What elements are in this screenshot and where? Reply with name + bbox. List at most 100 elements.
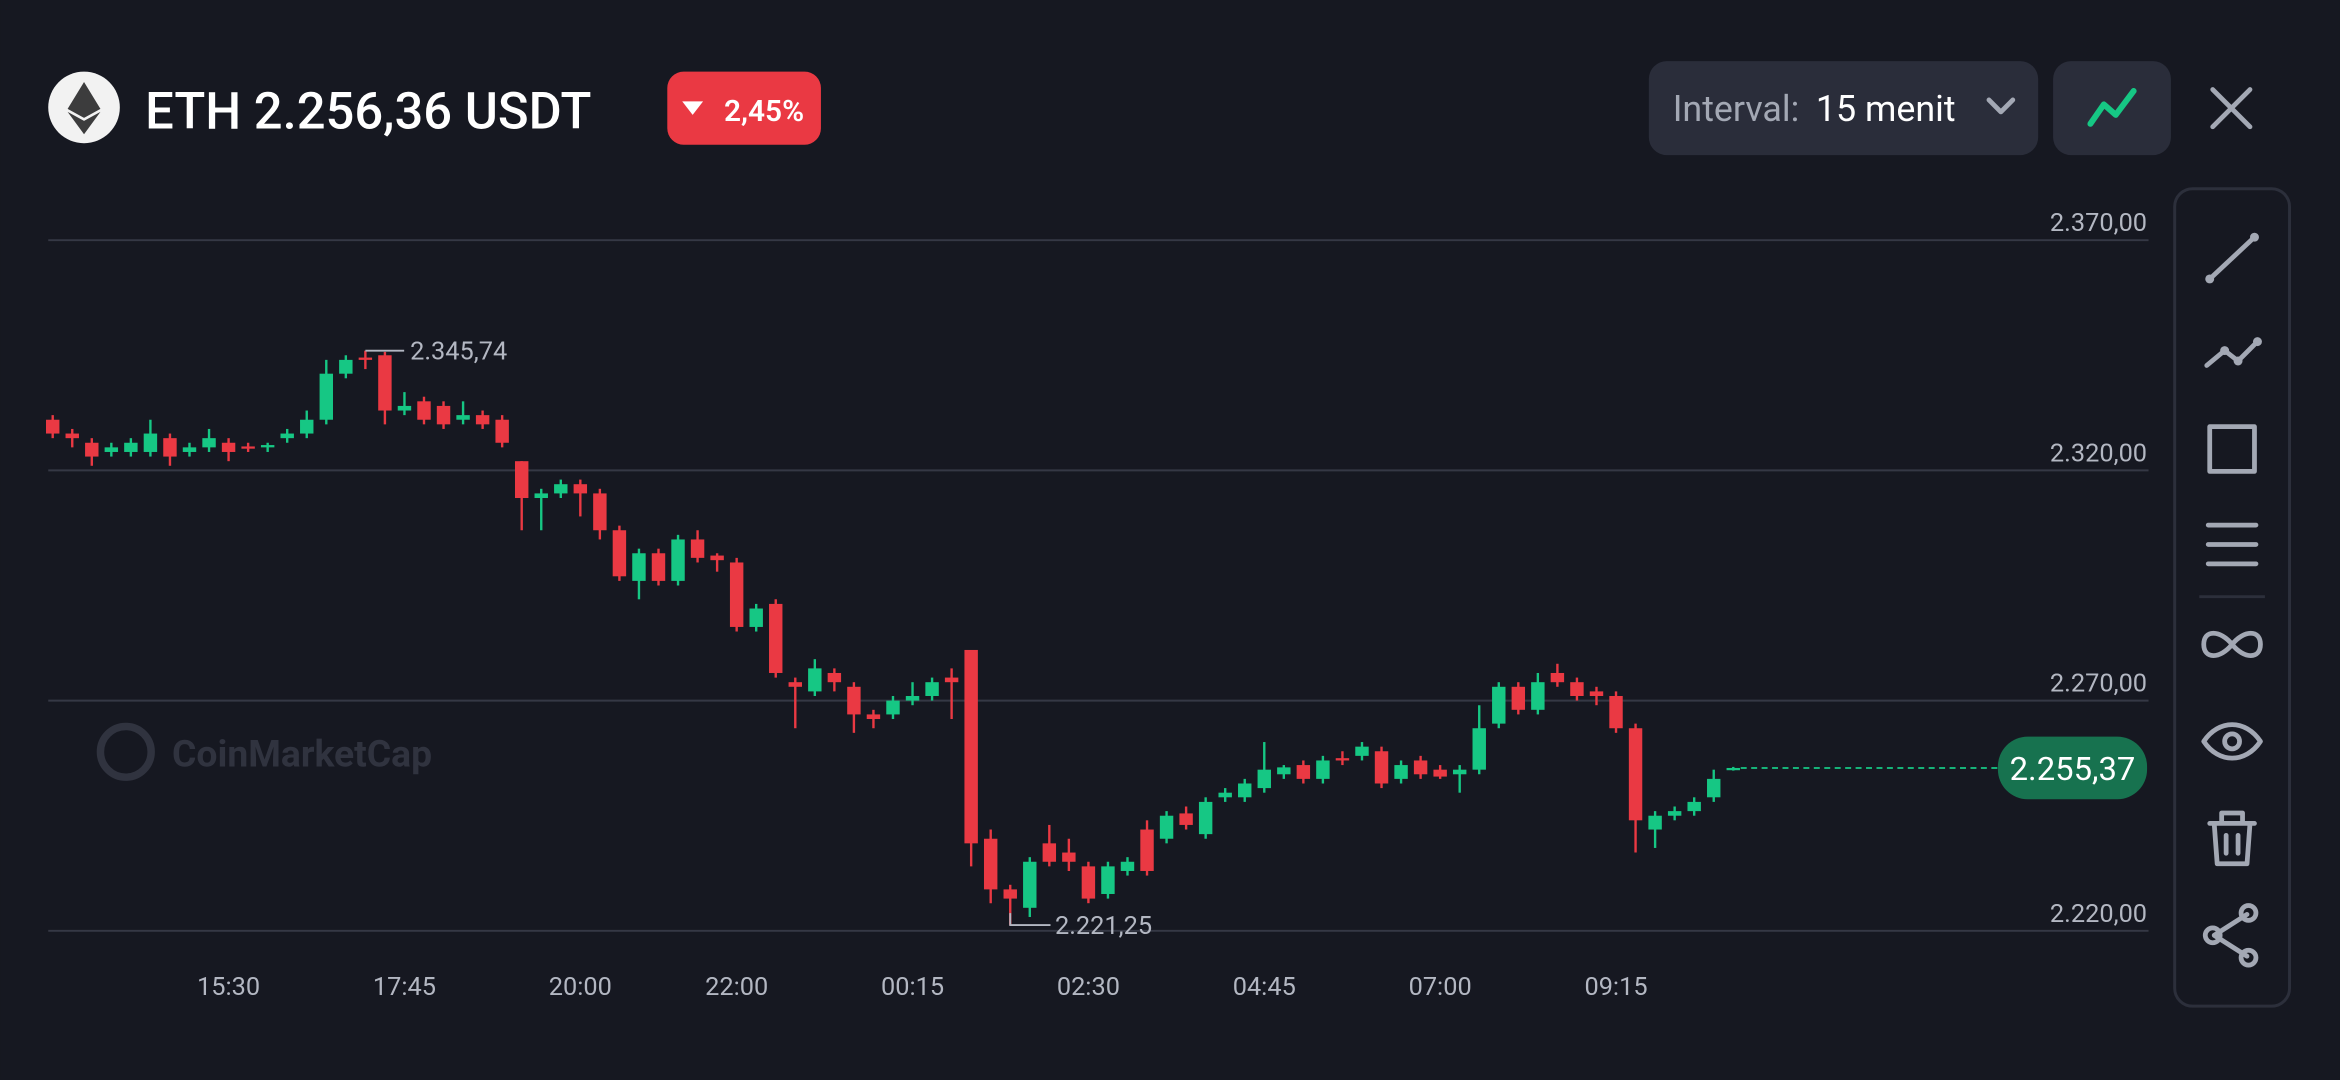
delete-tool[interactable] <box>2207 810 2257 867</box>
candle-body <box>1179 813 1193 825</box>
candle-body <box>1159 815 1174 839</box>
candle-body <box>378 355 392 411</box>
eth-logo <box>67 82 101 135</box>
candle-body <box>182 447 197 452</box>
candle-body <box>671 539 685 581</box>
candle-body <box>769 603 783 673</box>
candle-body <box>124 442 138 452</box>
candle-body <box>534 493 548 499</box>
interval-value: 15 menit <box>1816 88 1956 130</box>
candle-body <box>1413 760 1428 775</box>
candle-body <box>651 553 666 581</box>
interval-label: Interval: <box>1673 88 1800 130</box>
candle-body <box>45 419 60 434</box>
candle-body <box>143 433 158 452</box>
candle-body <box>1374 751 1389 784</box>
candle-body <box>925 682 939 697</box>
candle-body <box>1609 696 1623 729</box>
y-tick-label: 2.220,00 <box>2050 899 2147 929</box>
candle-body <box>221 442 236 452</box>
candle-body <box>983 838 998 890</box>
candle-body <box>1277 767 1291 775</box>
candle-body <box>104 447 119 452</box>
y-tick-label: 2.370,00 <box>2050 208 2147 238</box>
candle-body <box>1335 758 1350 761</box>
candle-body <box>1492 686 1506 724</box>
candle-body <box>436 405 451 425</box>
line-tool[interactable] <box>2205 232 2259 284</box>
candle-body <box>1550 672 1565 683</box>
candle-body <box>593 493 607 531</box>
candle-body <box>612 530 627 577</box>
candle-body <box>1042 843 1057 862</box>
polyline-tool[interactable] <box>2204 337 2262 368</box>
candle-body <box>1198 801 1213 835</box>
last-price-badge <box>1997 736 2148 800</box>
candle-body <box>163 438 177 457</box>
candle-body <box>1120 861 1135 871</box>
interval-button[interactable] <box>1648 61 2039 156</box>
candle-body <box>397 405 412 411</box>
x-tick-label: 15:30 <box>197 972 260 1002</box>
y-tick-label: 2.320,00 <box>2050 438 2147 468</box>
candle-body <box>788 682 802 687</box>
down-arrow <box>682 101 704 115</box>
candle-body <box>1257 769 1271 789</box>
candle-body <box>1433 769 1447 777</box>
candle-body <box>1472 728 1486 770</box>
candle-body <box>1687 801 1701 812</box>
x-tick-label: 04:45 <box>1233 972 1296 1002</box>
candle-body <box>1394 765 1408 779</box>
candle-body <box>1316 760 1330 779</box>
candle-body <box>358 357 373 360</box>
rectangle-tool[interactable] <box>2207 424 2257 474</box>
candle-body <box>65 433 79 439</box>
candle-body <box>632 553 646 581</box>
candle-body <box>1531 682 1545 710</box>
infinity-tool[interactable] <box>2201 630 2263 658</box>
candle-body <box>573 484 588 494</box>
low-marker <box>1009 913 1051 927</box>
candle-body <box>1511 686 1526 710</box>
last-price-label: 2.255,37 <box>2010 751 2136 789</box>
candle-body <box>1648 815 1662 830</box>
x-tick-label: 02:30 <box>1057 972 1120 1002</box>
change-badge <box>667 71 821 145</box>
candle-body <box>417 401 431 420</box>
candle-body <box>475 415 490 425</box>
candle-body <box>1003 889 1017 899</box>
candle-body <box>1667 811 1682 816</box>
y-tick-label: 2.270,00 <box>2050 669 2147 699</box>
visibility-tool[interactable] <box>2201 722 2263 761</box>
candle-body <box>514 461 529 499</box>
candle-body <box>886 700 900 715</box>
candle-body <box>319 373 333 420</box>
watermark: CoinMarketCap <box>96 722 432 781</box>
low-label: 2.221,25 <box>1055 911 1152 941</box>
candle-body <box>964 649 978 844</box>
candle-body <box>280 433 294 439</box>
symbol-price: ETH 2.256,36 USDT <box>145 82 591 141</box>
candle-body <box>1452 769 1467 775</box>
candle-body <box>1707 778 1721 798</box>
candle-body <box>495 419 509 443</box>
candle-body <box>202 438 216 448</box>
candle-body <box>729 562 744 627</box>
candle-body <box>1589 691 1604 697</box>
watermark-text: CoinMarketCap <box>172 733 432 777</box>
candle-body <box>1062 852 1076 862</box>
candle-body <box>749 608 763 627</box>
candle-body <box>85 442 99 457</box>
close-button[interactable] <box>2210 87 2253 130</box>
share-tool[interactable] <box>2202 903 2259 968</box>
candle-body <box>1218 792 1232 798</box>
x-tick-label: 20:00 <box>549 972 612 1002</box>
x-tick-label: 22:00 <box>705 972 768 1002</box>
candle-body <box>241 446 255 449</box>
candle-body <box>1570 682 1584 697</box>
header: ETH 2.256,36 USDT 2,45% Interval: 15 men… <box>48 61 2253 156</box>
fib-tool[interactable] <box>2205 522 2259 567</box>
candle-body <box>944 677 959 683</box>
